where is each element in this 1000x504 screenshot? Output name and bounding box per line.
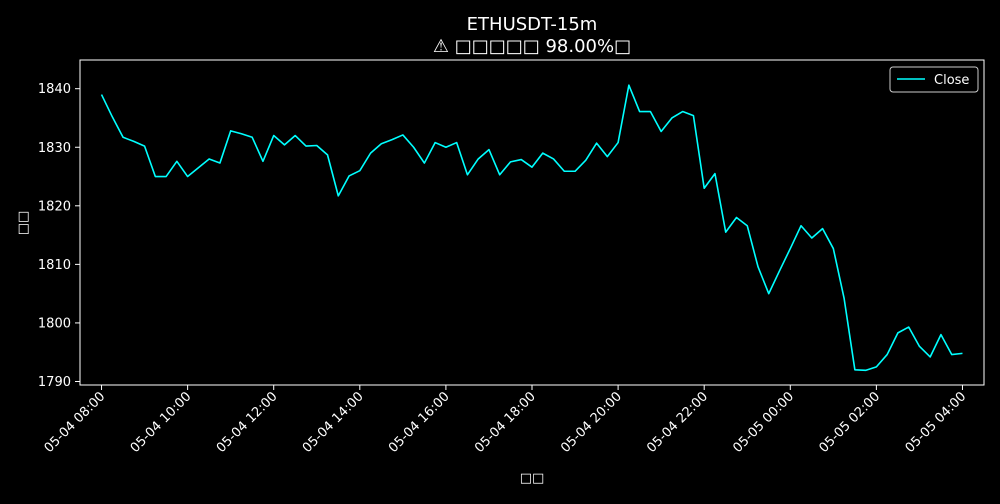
- y-tick-label: 1810: [38, 258, 71, 273]
- legend-box: [889, 66, 979, 93]
- plot-area-frame: [79, 59, 985, 386]
- chart-subtitle: ⚠ □□□□□ 98.00%□: [433, 36, 631, 57]
- y-tick-label: 1790: [38, 375, 71, 390]
- legend: Close: [889, 66, 979, 93]
- y-tick-label: 1840: [38, 82, 71, 97]
- y-tick-label: 1820: [38, 199, 71, 214]
- close-series-line: [100, 84, 963, 372]
- x-axis-label: □□: [520, 471, 545, 486]
- y-tick-label: 1800: [38, 316, 71, 331]
- y-axis-ticks: 1790 1800 1810 1820 1830 1840: [38, 82, 80, 390]
- chart-title: ETHUSDT-15m: [467, 14, 598, 35]
- y-axis-label: □□: [16, 211, 31, 236]
- y-tick-label: 1830: [38, 141, 71, 156]
- legend-label-close: Close: [934, 73, 969, 88]
